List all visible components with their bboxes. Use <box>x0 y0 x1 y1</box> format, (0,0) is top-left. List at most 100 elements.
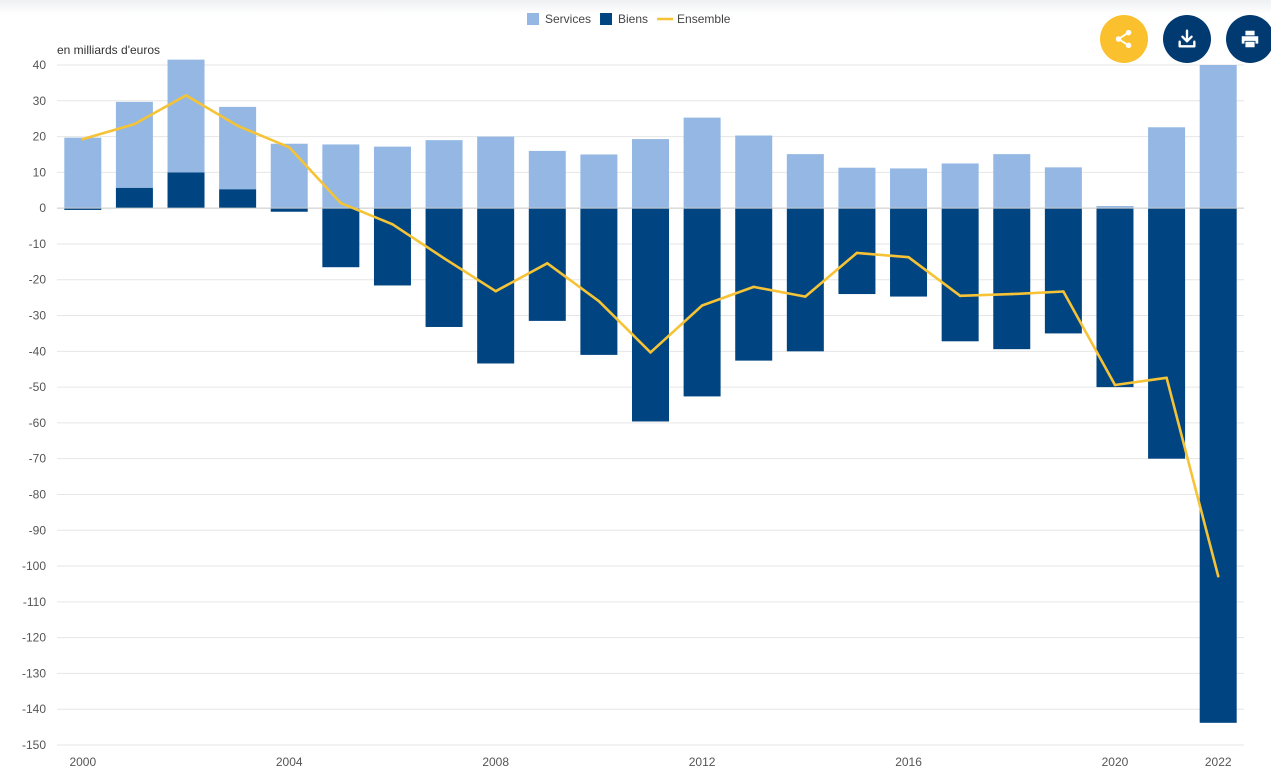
bar-services <box>115 101 153 188</box>
y-tick-label: 40 <box>33 58 47 72</box>
bar-services <box>373 146 411 209</box>
y-tick-label: -140 <box>22 702 46 716</box>
bar-services <box>838 167 876 209</box>
top-shadow <box>0 0 1271 14</box>
line-point <box>1165 376 1168 380</box>
bar-biens <box>322 208 360 268</box>
line-point <box>907 255 910 259</box>
y-tick-label: -50 <box>29 380 47 394</box>
bar-services <box>64 137 102 209</box>
bar-services <box>1096 206 1134 209</box>
bar-biens <box>941 208 979 342</box>
line-point <box>700 304 704 307</box>
line-point <box>287 146 291 149</box>
bar-biens <box>838 208 876 295</box>
share-icon <box>1115 29 1132 49</box>
bar-biens <box>1148 208 1186 459</box>
bar-biens <box>683 208 721 397</box>
line-point <box>545 261 549 265</box>
y-tick-label: 0 <box>39 201 46 215</box>
x-tick-label: 2022 <box>1205 755 1232 769</box>
bar-biens <box>1096 208 1134 388</box>
bar-services <box>632 139 669 209</box>
bar-services <box>219 106 257 190</box>
bar-services <box>941 163 979 209</box>
line-point <box>804 295 807 298</box>
y-tick-label: -10 <box>29 237 47 251</box>
legend-swatch <box>527 13 539 25</box>
bar-services <box>1044 167 1082 209</box>
bar-biens <box>167 172 205 209</box>
y-tick-label: -70 <box>29 452 47 466</box>
bar-services <box>425 140 463 209</box>
bar-biens <box>580 208 618 355</box>
y-tick-label: -20 <box>29 273 47 287</box>
line-point <box>184 94 188 97</box>
bar-biens <box>993 208 1031 350</box>
y-tick-label: 10 <box>33 165 47 179</box>
y-tick-label: -40 <box>29 344 47 358</box>
y-tick-label: -90 <box>29 523 47 537</box>
line-point <box>1216 574 1220 578</box>
y-tick-label: 20 <box>33 130 47 144</box>
bar-biens <box>1199 208 1237 723</box>
legend-label: Biens <box>618 12 648 26</box>
bar-biens <box>219 189 257 209</box>
share-button[interactable] <box>1100 15 1148 63</box>
y-tick-label: -110 <box>23 595 46 609</box>
bar-biens <box>270 208 308 212</box>
y-tick-label: -100 <box>22 559 46 573</box>
y-tick-label: -130 <box>22 666 46 680</box>
line-point <box>597 299 601 303</box>
bar-services <box>993 154 1031 209</box>
line-point <box>649 351 652 354</box>
bar-services <box>1199 65 1237 209</box>
x-tick-label: 2020 <box>1102 755 1129 769</box>
bar-biens <box>373 208 411 286</box>
line-point <box>81 137 85 141</box>
line-point <box>752 285 756 289</box>
legend-label: Ensemble <box>677 12 731 26</box>
bar-services <box>580 154 618 209</box>
x-axis-tick-labels: 2000 2004 2008 2012 2016 2020 2022 <box>69 755 1231 769</box>
legend-label: Services <box>545 12 591 26</box>
x-tick-label: 2012 <box>689 755 716 769</box>
download-button[interactable] <box>1163 15 1211 63</box>
line-point <box>1010 292 1014 296</box>
line-point <box>494 289 497 293</box>
y-tick-label: -60 <box>29 416 47 430</box>
bar-services <box>270 143 308 209</box>
bar-services <box>167 59 205 173</box>
bar-services <box>786 154 824 209</box>
line-point <box>1113 383 1117 387</box>
bar-biens <box>735 208 773 361</box>
line-ensemble-points <box>81 94 1220 578</box>
x-tick-label: 2004 <box>276 755 303 769</box>
bar-biens <box>64 208 102 210</box>
x-tick-label: 2000 <box>69 755 96 769</box>
line-point <box>855 251 859 255</box>
bar-biens <box>632 208 669 422</box>
print-button[interactable] <box>1226 15 1271 63</box>
line-point <box>236 124 239 128</box>
line-point <box>339 201 343 205</box>
y-tick-label: -150 <box>22 738 46 752</box>
y-tick-label: -30 <box>29 309 47 323</box>
print-icon <box>1241 30 1259 48</box>
download-icon <box>1178 29 1196 48</box>
legend: Services Biens Ensemble <box>527 12 731 26</box>
bar-biens <box>477 208 515 364</box>
line-point <box>391 222 394 226</box>
bar-services <box>477 136 515 209</box>
line-point <box>1062 290 1065 293</box>
bar-services <box>735 135 773 209</box>
y-tick-label: -80 <box>29 487 47 501</box>
y-axis-tick-labels: 40 30 20 10 0 -10 -20 -30 -40 -50 -60 -70 -80 -90 -100… <box>22 58 46 752</box>
bar-services <box>890 168 928 209</box>
bar-services <box>1148 127 1186 209</box>
bar-services <box>322 144 360 209</box>
legend-swatch <box>600 13 613 25</box>
x-tick-label: 2016 <box>895 755 922 769</box>
bars <box>64 59 1237 723</box>
